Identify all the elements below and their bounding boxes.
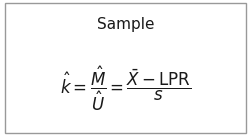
Text: $\hat{k} = \dfrac{\hat{M}}{\hat{U}} = \dfrac{\bar{X} - \mathsf{LPR}}{s}$: $\hat{k} = \dfrac{\hat{M}}{\hat{U}} = \d…	[60, 64, 190, 113]
Text: Sample: Sample	[96, 17, 154, 32]
FancyBboxPatch shape	[5, 3, 245, 133]
